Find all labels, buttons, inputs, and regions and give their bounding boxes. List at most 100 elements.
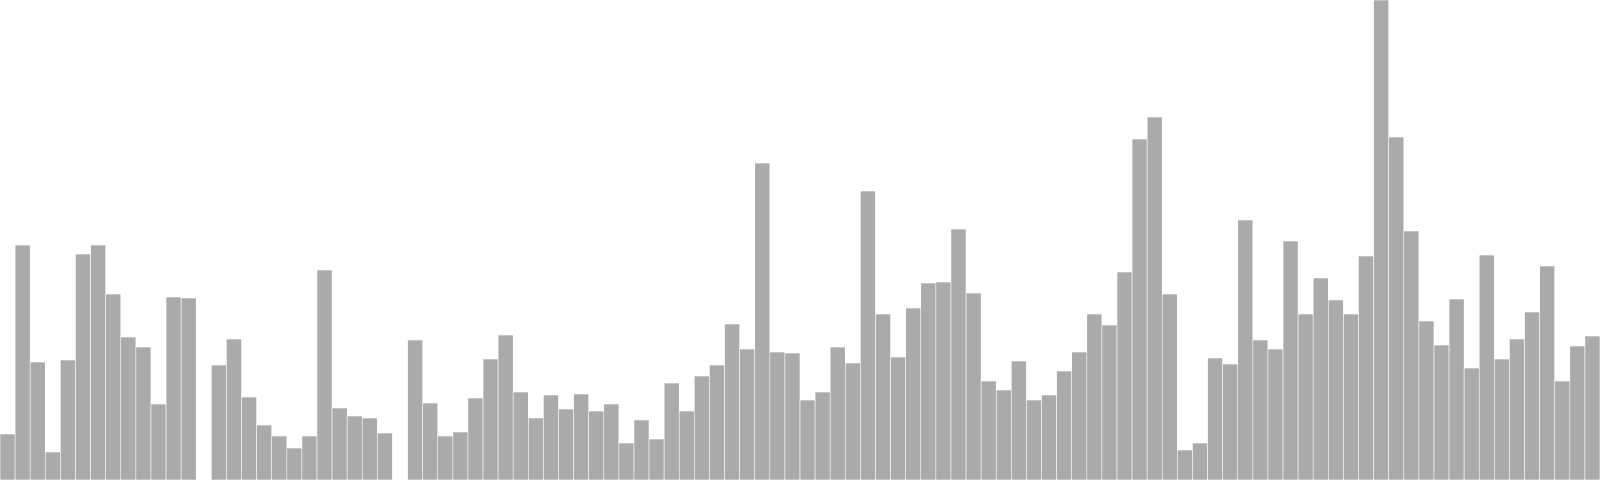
bar <box>844 362 861 480</box>
bar <box>1509 338 1525 480</box>
bar <box>256 424 272 480</box>
bar <box>90 244 106 480</box>
bar <box>694 375 710 480</box>
bar <box>180 297 197 480</box>
bar <box>467 397 484 480</box>
bar <box>905 307 922 480</box>
bar <box>1011 360 1027 480</box>
bar <box>1584 335 1600 480</box>
bar <box>558 408 574 480</box>
bar <box>1071 351 1088 480</box>
bar <box>1207 357 1223 480</box>
bar <box>724 323 740 480</box>
bar <box>890 356 906 480</box>
bar <box>1041 394 1057 480</box>
bar <box>377 432 393 480</box>
bar <box>603 403 620 480</box>
bar <box>1403 230 1420 480</box>
bar <box>875 313 891 480</box>
bar <box>241 396 257 480</box>
bar <box>1358 255 1374 480</box>
bar <box>271 435 288 480</box>
bar <box>1131 138 1148 480</box>
bar <box>60 359 76 480</box>
bar <box>150 403 167 480</box>
bar <box>1448 298 1465 480</box>
bar <box>784 352 801 480</box>
bar <box>709 364 725 480</box>
bar <box>633 419 650 480</box>
bar <box>799 399 816 480</box>
bar <box>1312 277 1329 480</box>
bar <box>1539 265 1556 480</box>
bar <box>678 410 695 480</box>
bar <box>543 394 559 480</box>
bar <box>1086 313 1103 480</box>
bar <box>965 292 982 480</box>
bar <box>1026 399 1042 480</box>
bar <box>935 281 952 480</box>
bar <box>588 410 605 480</box>
bar <box>1146 116 1163 480</box>
bar <box>482 358 499 480</box>
bar <box>1433 344 1450 480</box>
bar <box>1267 348 1284 480</box>
bar <box>1252 339 1269 480</box>
bar <box>920 282 937 480</box>
bar <box>361 417 378 480</box>
bar <box>1494 358 1510 480</box>
bar <box>452 431 469 480</box>
bar <box>14 244 31 480</box>
bar <box>44 451 61 480</box>
bar <box>1554 380 1571 480</box>
bar <box>1161 293 1178 480</box>
bar <box>1101 324 1118 480</box>
bar <box>618 442 635 480</box>
bar <box>407 339 423 480</box>
bar <box>1177 449 1193 480</box>
bar <box>1282 240 1299 480</box>
bar <box>1056 370 1072 480</box>
bar <box>512 391 529 480</box>
bar <box>29 361 46 480</box>
bar <box>1222 363 1239 480</box>
bar <box>0 433 16 480</box>
bar <box>75 253 91 480</box>
bar <box>573 393 589 480</box>
bar <box>1524 311 1540 480</box>
bar <box>120 336 137 480</box>
bar <box>437 435 454 480</box>
bar <box>286 447 303 480</box>
bar <box>1569 345 1586 480</box>
bar <box>211 364 227 480</box>
bar <box>980 380 997 480</box>
bar <box>527 417 544 480</box>
bar <box>1373 0 1389 480</box>
bar <box>1463 367 1480 480</box>
bar <box>860 190 876 480</box>
bar <box>829 346 846 480</box>
bar <box>135 346 152 480</box>
bar <box>995 389 1012 480</box>
bar <box>1478 254 1495 480</box>
bar <box>1388 136 1405 480</box>
bar <box>331 407 348 480</box>
bar <box>754 162 771 480</box>
bar <box>1418 320 1435 480</box>
bar <box>1192 442 1208 480</box>
bar <box>1116 271 1133 480</box>
bar <box>301 435 318 480</box>
bar <box>1297 313 1314 480</box>
bar <box>814 391 831 480</box>
bar <box>346 415 363 480</box>
bar <box>739 348 756 480</box>
bar <box>497 334 514 480</box>
bar <box>663 382 680 480</box>
bar <box>950 228 967 480</box>
bar <box>105 293 122 480</box>
bar <box>1237 219 1254 480</box>
bar <box>769 351 786 480</box>
bar <box>648 438 665 480</box>
bar <box>1343 313 1359 480</box>
